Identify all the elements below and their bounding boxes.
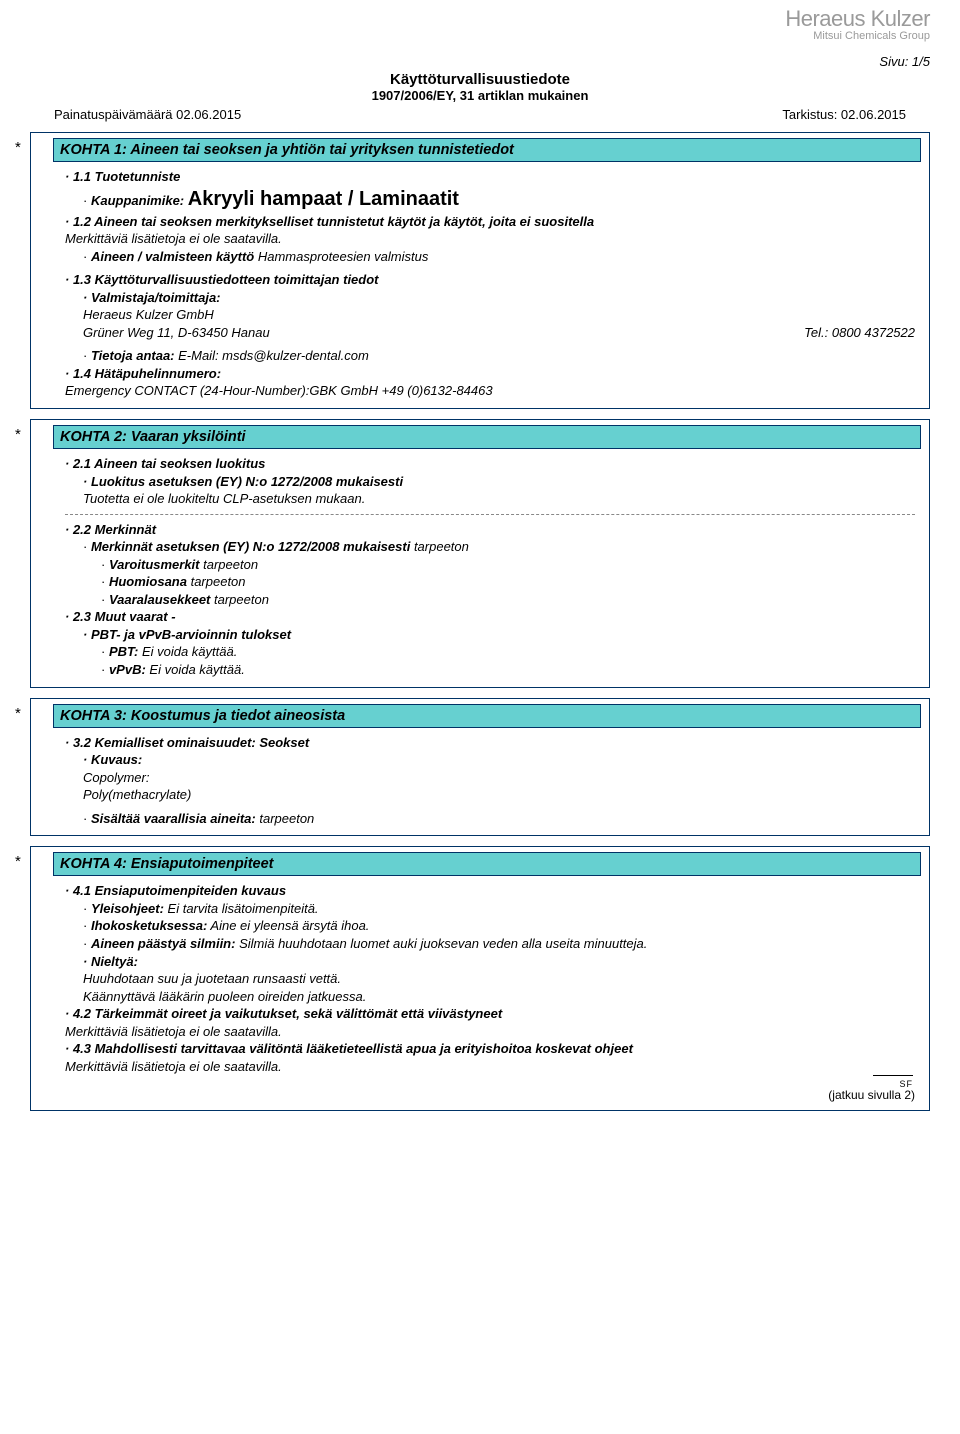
hazard-stmt-row: Vaaralausekkeet tarpeeton	[101, 591, 915, 609]
mfr-address: Grüner Weg 11, D-63450 Hanau	[83, 324, 270, 342]
logo-main-text: Heraeus Kulzer	[785, 6, 930, 32]
section-4-header: KOHTA 4: Ensiaputoimenpiteet	[53, 852, 921, 876]
s2-2-heading: 2.2 Merkinnät	[65, 521, 915, 539]
trade-name-row: Kauppanimike: Akryyli hampaat / Laminaat…	[83, 186, 915, 213]
s4-2-heading: 4.2 Tärkeimmät oireet ja vaikutukset, se…	[65, 1005, 915, 1023]
pbt-row: PBT: Ei voida käyttää.	[101, 643, 915, 661]
change-marker: *	[15, 705, 21, 722]
use-label: Aineen / valmisteen käyttö	[91, 249, 254, 264]
dashed-separator	[65, 514, 915, 515]
dates-row: Painatuspäivämäärä 02.06.2015 Tarkistus:…	[54, 107, 906, 122]
section-2-header: KOHTA 2: Vaaran yksilöinti	[53, 425, 921, 449]
section-3: * KOHTA 3: Koostumus ja tiedot aineosist…	[30, 698, 930, 837]
info-row: Tietoja antaa: E-Mail: msds@kulzer-denta…	[83, 347, 915, 365]
section-4-body: 4.1 Ensiaputoimenpiteiden kuvaus Yleisoh…	[31, 882, 929, 1090]
vpvb-row: vPvB: Ei voida käyttää.	[101, 661, 915, 679]
desc-label: Kuvaus:	[83, 751, 915, 769]
section-2: * KOHTA 2: Vaaran yksilöinti 2.1 Aineen …	[30, 419, 930, 688]
brand-logo: Heraeus Kulzer Mitsui Chemicals Group	[785, 6, 930, 42]
change-marker: *	[15, 139, 21, 156]
section-1-header: KOHTA 1: Aineen tai seoksen ja yhtiön ta…	[53, 138, 921, 162]
mfr-line2-row: Grüner Weg 11, D-63450 Hanau Tel.: 0800 …	[83, 324, 915, 342]
print-date: Painatuspäivämäärä 02.06.2015	[54, 107, 241, 122]
label-elements-row: Merkinnät asetuksen (EY) N:o 1272/2008 m…	[83, 538, 915, 556]
section-3-body: 3.2 Kemialliset ominaisuudet: Seokset Ku…	[31, 734, 929, 828]
doc-subtitle: 1907/2006/EY, 31 artiklan mukainen	[30, 88, 930, 103]
pbt-assess-label: PBT- ja vPvB-arvioinnin tulokset	[83, 626, 915, 644]
s4-3-heading: 4.3 Mahdollisesti tarvittavaa välitöntä …	[65, 1040, 915, 1058]
section-4: * KOHTA 4: Ensiaputoimenpiteet 4.1 Ensia…	[30, 846, 930, 1111]
s4-1-heading: 4.1 Ensiaputoimenpiteiden kuvaus	[65, 882, 915, 900]
info-label: Tietoja antaa:	[91, 348, 175, 363]
mfr-label: Valmistaja/toimittaja:	[83, 289, 915, 307]
s1-1-heading: 1.1 Tuotetunniste	[65, 168, 915, 186]
eye-row: Aineen päästyä silmiin: Silmiä huuhdotaa…	[83, 935, 915, 953]
s2-3-heading: 2.3 Muut vaarat -	[65, 608, 915, 626]
s4-3-note: Merkittäviä lisätietoja ei ole saatavill…	[65, 1058, 915, 1076]
desc-line1: Copolymer:	[83, 769, 915, 787]
clp-class-value: Tuotetta ei ole luokiteltu CLP-asetuksen…	[83, 490, 915, 508]
ingestion-line2: Käännyttävä lääkärin puoleen oireiden ja…	[83, 988, 915, 1006]
page-number: Sivu: 1/5	[30, 54, 930, 69]
s1-4-heading: 1.4 Hätäpuhelinnumero:	[65, 365, 915, 383]
mfr-line1: Heraeus Kulzer GmbH	[83, 306, 915, 324]
change-marker: *	[15, 426, 21, 443]
continued-note: (jatkuu sivulla 2)	[31, 1088, 929, 1102]
s4-2-note: Merkittäviä lisätietoja ei ole saatavill…	[65, 1023, 915, 1041]
section-2-body: 2.1 Aineen tai seoksen luokitus Luokitus…	[31, 455, 929, 679]
hazardous-row: Sisältää vaarallisia aineita: tarpeeton	[83, 810, 915, 828]
pictogram-row: Varoitusmerkit tarpeeton	[101, 556, 915, 574]
section-1: * KOHTA 1: Aineen tai seoksen ja yhtiön …	[30, 132, 930, 409]
use-row: Aineen / valmisteen käyttö Hammasprotees…	[83, 248, 915, 266]
sf-rule	[873, 1075, 913, 1076]
doc-title: Käyttöturvallisuustiedote	[30, 71, 930, 88]
ingestion-line1: Huuhdotaan suu ja juotetaan runsaasti ve…	[83, 970, 915, 988]
info-value: E-Mail: msds@kulzer-dental.com	[175, 348, 369, 363]
ingestion-label: Nieltyä:	[83, 953, 915, 971]
s1-3-heading: 1.3 Käyttöturvallisuustiedotteen toimitt…	[65, 271, 915, 289]
general-row: Yleisohjeet: Ei tarvita lisätoimenpiteit…	[83, 900, 915, 918]
sds-page: Heraeus Kulzer Mitsui Chemicals Group Si…	[0, 0, 960, 1141]
s1-2-heading: 1.2 Aineen tai seoksen merkitykselliset …	[65, 213, 915, 231]
s3-2-heading: 3.2 Kemialliset ominaisuudet: Seokset	[65, 734, 915, 752]
trade-name-label: Kauppanimike:	[91, 193, 184, 208]
emergency-contact: Emergency CONTACT (24-Hour-Number):GBK G…	[65, 382, 915, 400]
signal-word-row: Huomiosana tarpeeton	[101, 573, 915, 591]
skin-row: Ihokosketuksessa: Aine ei yleensä ärsytä…	[83, 917, 915, 935]
section-3-header: KOHTA 3: Koostumus ja tiedot aineosista	[53, 704, 921, 728]
s2-1-heading: 2.1 Aineen tai seoksen luokitus	[65, 455, 915, 473]
mfr-tel: Tel.: 0800 4372522	[804, 324, 915, 342]
clp-class-label: Luokitus asetuksen (EY) N:o 1272/2008 mu…	[83, 473, 915, 491]
section-1-body: 1.1 Tuotetunniste Kauppanimike: Akryyli …	[31, 168, 929, 400]
use-value: Hammasproteesien valmistus	[254, 249, 428, 264]
s1-2-note: Merkittäviä lisätietoja ei ole saatavill…	[65, 230, 915, 248]
revision-date: Tarkistus: 02.06.2015	[782, 107, 906, 122]
desc-line2: Poly(methacrylate)	[83, 786, 915, 804]
trade-name-value: Akryyli hampaat / Laminaatit	[188, 188, 459, 210]
change-marker: *	[15, 853, 21, 870]
